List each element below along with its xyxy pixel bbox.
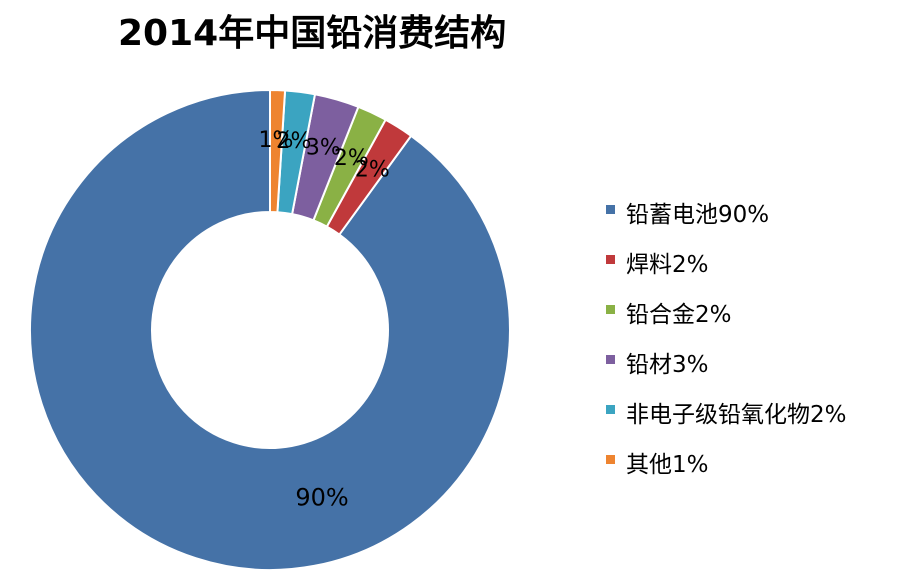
slice-value-label: 3% bbox=[306, 135, 341, 160]
legend-label: 铅材3% bbox=[626, 352, 709, 378]
legend-label: 非电子级铅氧化物2% bbox=[626, 402, 847, 428]
legend-swatch bbox=[606, 255, 615, 264]
slice-6 bbox=[269, 88, 287, 214]
legend-label: 铅蓄电池90% bbox=[626, 202, 770, 228]
legend-label: 铅合金2% bbox=[626, 302, 732, 328]
legend-swatch bbox=[606, 405, 615, 414]
slice-value-label: 2% bbox=[355, 157, 390, 182]
slice-value-label: 2% bbox=[334, 146, 369, 171]
legend-swatch bbox=[606, 355, 615, 364]
legend-swatch bbox=[606, 305, 615, 314]
legend-swatch bbox=[606, 455, 615, 464]
slice-1 bbox=[29, 88, 511, 571]
slice-value-label: 1% bbox=[259, 128, 294, 153]
slice-value-label: 90% bbox=[295, 483, 348, 511]
legend-swatch bbox=[606, 205, 615, 214]
slice-value-label: 2% bbox=[276, 129, 311, 154]
legend-label: 其他1% bbox=[626, 452, 709, 478]
legend-label: 焊料2% bbox=[626, 252, 709, 278]
chart-title: 2014年中国铅消费结构 bbox=[118, 13, 507, 54]
